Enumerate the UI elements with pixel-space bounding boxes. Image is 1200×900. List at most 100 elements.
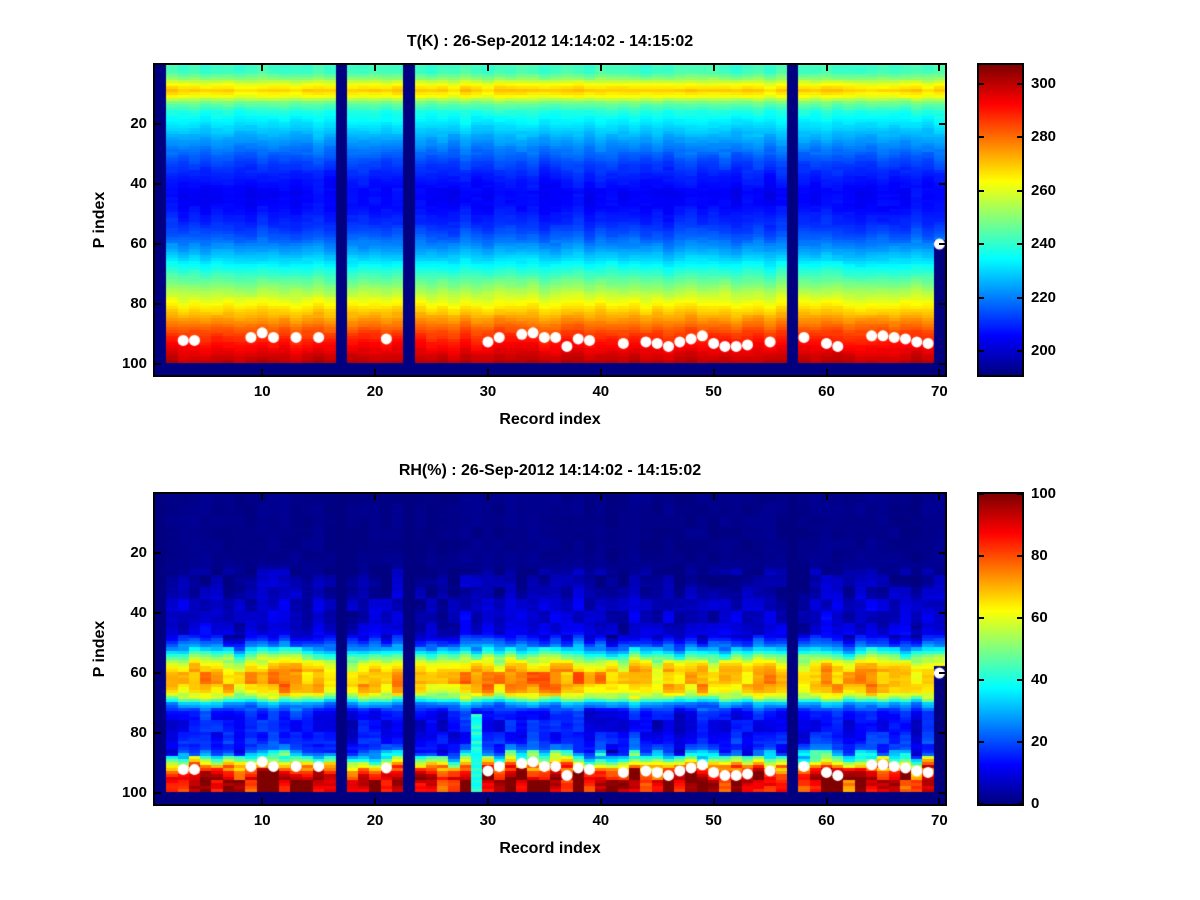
x-tick-label: 10 [253, 383, 271, 400]
x-tick-label: 50 [705, 812, 722, 829]
colorbar-tick-mark [979, 136, 984, 139]
x-tick-mark [486, 369, 489, 375]
y-tick-label: 40 [130, 603, 147, 621]
y-tick-mark [939, 732, 945, 735]
y-tick-mark [939, 672, 945, 675]
y-tick-mark [155, 363, 161, 366]
x-tick-mark [374, 65, 377, 71]
x-tick-label: 40 [592, 383, 610, 400]
temperature-x-axis-label: Record index [499, 411, 601, 428]
colorbar-tick-label: 300 [1031, 74, 1057, 92]
x-tick-label: 10 [253, 812, 271, 829]
y-tick-mark [155, 122, 161, 125]
x-tick-mark [486, 494, 489, 500]
colorbar-tick-label: 0 [1031, 795, 1040, 812]
colorbar-tick-mark [1017, 679, 1022, 681]
temperature-heatmap-canvas [153, 63, 947, 377]
colorbar-tick-mark [1017, 493, 1022, 495]
x-tick-mark [712, 65, 715, 71]
x-tick-mark [825, 494, 828, 500]
x-tick-mark [374, 369, 377, 375]
colorbar-tick-mark [979, 741, 984, 743]
x-tick-mark [599, 369, 602, 375]
humidity-colorbar-canvas [977, 492, 1024, 806]
x-tick-mark [712, 494, 715, 500]
y-tick-label: 60 [130, 235, 147, 253]
colorbar-tick-mark [979, 82, 984, 85]
x-tick-mark [938, 798, 941, 804]
x-tick-mark [486, 65, 489, 71]
humidity-heatmap-canvas [153, 492, 947, 806]
x-tick-mark [938, 65, 941, 71]
y-tick-mark [155, 611, 161, 614]
x-tick-label: 20 [366, 812, 384, 829]
x-tick-mark [599, 494, 602, 500]
x-tick-mark [261, 798, 264, 804]
x-tick-mark [825, 65, 828, 71]
colorbar-tick-label: 280 [1031, 128, 1057, 146]
colorbar-tick-mark [979, 189, 984, 192]
colorbar-tick-mark [1017, 82, 1022, 85]
x-tick-label: 40 [592, 812, 610, 829]
y-tick-mark [939, 792, 945, 795]
y-tick-label: 80 [130, 724, 147, 742]
y-tick-mark [155, 732, 161, 735]
colorbar-tick-label: 200 [1031, 341, 1057, 359]
colorbar-tick-label: 40 [1031, 671, 1048, 688]
y-tick-mark [939, 611, 945, 614]
y-tick-label: 100 [121, 784, 147, 802]
y-tick-mark [939, 122, 945, 125]
colorbar-tick-mark [1017, 617, 1022, 619]
x-tick-label: 30 [479, 812, 497, 829]
x-tick-label: 20 [366, 383, 384, 400]
y-tick-mark [939, 363, 945, 366]
y-tick-mark [939, 551, 945, 554]
y-tick-label: 20 [130, 543, 147, 561]
colorbar-tick-mark [979, 555, 984, 557]
x-tick-mark [712, 798, 715, 804]
colorbar-tick-mark [979, 243, 984, 246]
x-tick-mark [599, 65, 602, 71]
temperature-title: T(K) : 26-Sep-2012 14:14:02 - 14:15:02 [406, 33, 694, 50]
x-tick-mark [825, 369, 828, 375]
colorbar-tick-label: 220 [1031, 288, 1057, 306]
x-tick-mark [938, 494, 941, 500]
colorbar-tick-mark [1017, 555, 1022, 557]
y-tick-label: 100 [121, 355, 147, 373]
x-tick-label: 70 [931, 812, 948, 829]
y-tick-mark [155, 182, 161, 185]
colorbar-tick-label: 260 [1031, 181, 1057, 199]
humidity-title: RH(%) : 26-Sep-2012 14:14:02 - 14:15:02 [398, 462, 702, 479]
x-tick-mark [261, 65, 264, 71]
colorbar-tick-mark [979, 493, 984, 495]
y-tick-mark [155, 792, 161, 795]
x-tick-label: 60 [818, 383, 835, 400]
colorbar-tick-label: 60 [1031, 609, 1048, 626]
y-tick-label: 60 [130, 664, 147, 682]
y-tick-label: 80 [130, 295, 147, 313]
colorbar-tick-label: 240 [1031, 235, 1057, 253]
x-tick-mark [599, 798, 602, 804]
colorbar-tick-mark [979, 803, 984, 805]
colorbar-tick-label: 100 [1031, 485, 1057, 502]
colorbar-tick-label: 20 [1031, 733, 1048, 750]
x-tick-mark [712, 369, 715, 375]
y-tick-mark [939, 182, 945, 185]
y-tick-label: 20 [130, 114, 147, 132]
colorbar-tick-mark [1017, 136, 1022, 139]
x-tick-mark [825, 798, 828, 804]
y-tick-label: 40 [130, 174, 147, 192]
colorbar-tick-mark [1017, 803, 1022, 805]
colorbar-tick-mark [979, 679, 984, 681]
colorbar-tick-mark [979, 349, 984, 352]
colorbar-tick-label: 80 [1031, 547, 1048, 564]
x-tick-mark [374, 798, 377, 804]
colorbar-tick-mark [1017, 296, 1022, 299]
colorbar-tick-mark [979, 296, 984, 299]
x-tick-label: 60 [818, 812, 835, 829]
colorbar-tick-mark [1017, 189, 1022, 192]
humidity-x-axis-label: Record index [499, 840, 601, 857]
colorbar-tick-mark [1017, 243, 1022, 246]
y-tick-mark [939, 303, 945, 306]
